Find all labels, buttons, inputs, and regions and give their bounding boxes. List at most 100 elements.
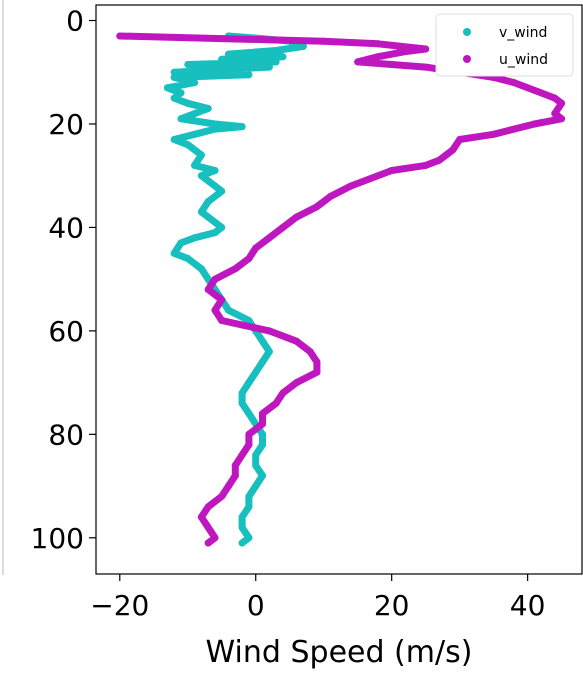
- data-point-v_wind-43: [197, 265, 205, 273]
- data-point-u_wind-57: [197, 513, 205, 521]
- data-point-u_wind-14: [551, 94, 559, 102]
- data-point-v_wind-68: [238, 523, 246, 531]
- data-point-v_wind-29: [191, 161, 199, 169]
- legend-label-v_wind: v_wind: [499, 25, 547, 41]
- data-point-v_wind-21: [177, 115, 185, 123]
- data-point-u_wind-6: [374, 53, 382, 61]
- data-point-v_wind-50: [259, 337, 266, 345]
- y-tick-label: 60: [48, 315, 84, 348]
- data-point-u_wind-24: [388, 167, 396, 174]
- data-point-v_wind-55: [238, 389, 246, 397]
- data-point-u_wind-59: [211, 534, 219, 542]
- data-point-v_wind-35: [197, 208, 205, 216]
- data-point-u_wind-23: [422, 161, 430, 169]
- data-point-v_wind-54: [245, 379, 253, 387]
- data-point-u_wind-2: [320, 37, 328, 45]
- data-point-u_wind-8: [388, 61, 396, 68]
- data-point-u_wind-47: [259, 410, 266, 418]
- data-point-u_wind-42: [313, 358, 321, 366]
- data-point-v_wind-3: [299, 42, 307, 50]
- data-point-u_wind-33: [231, 265, 239, 273]
- data-point-u_wind-21: [449, 146, 457, 154]
- data-point-u_wind-37: [211, 306, 219, 314]
- data-point-v_wind-32: [211, 182, 219, 190]
- data-point-v_wind-38: [211, 229, 219, 237]
- data-series-layer: [116, 32, 566, 547]
- y-tick-label: 20: [48, 108, 84, 141]
- data-point-u_wind-54: [225, 482, 232, 490]
- data-point-u_wind-43: [313, 368, 321, 376]
- data-point-u_wind-45: [279, 389, 287, 397]
- data-point-u_wind-56: [204, 503, 212, 511]
- data-point-u_wind-5: [401, 48, 409, 56]
- data-point-u_wind-1: [218, 35, 226, 43]
- data-point-v_wind-48: [245, 317, 253, 324]
- data-point-v_wind-22: [211, 120, 219, 128]
- legend-marker-v_wind: [463, 28, 471, 36]
- x-axis-label: Wind Speed (m/s): [206, 635, 473, 670]
- data-point-v_wind-16: [177, 89, 185, 97]
- data-point-v_wind-24: [211, 125, 219, 133]
- data-point-v_wind-53: [252, 368, 260, 376]
- data-point-v_wind-67: [238, 513, 246, 521]
- data-point-v_wind-69: [245, 534, 253, 542]
- data-point-v_wind-30: [211, 167, 219, 174]
- data-point-v_wind-27: [184, 141, 192, 149]
- y-tick-label: 80: [48, 418, 84, 451]
- data-point-u_wind-29: [279, 223, 287, 231]
- data-point-u_wind-25: [347, 182, 355, 190]
- data-point-v_wind-47: [225, 306, 232, 314]
- legend-label-u_wind: u_wind: [499, 52, 548, 68]
- data-point-v_wind-56: [238, 399, 246, 407]
- data-point-u_wind-58: [204, 523, 212, 531]
- data-point-u_wind-3: [374, 40, 382, 48]
- data-point-u_wind-36: [218, 296, 226, 304]
- data-point-u_wind-60: [204, 539, 212, 547]
- data-point-u_wind-12: [510, 79, 518, 87]
- data-point-u_wind-32: [245, 255, 253, 262]
- data-point-u_wind-44: [293, 379, 300, 387]
- x-tick-label: 20: [374, 589, 410, 622]
- data-point-v_wind-17: [170, 94, 178, 102]
- data-point-v_wind-59: [259, 430, 266, 438]
- data-point-u_wind-15: [558, 99, 566, 107]
- data-point-v_wind-18: [184, 99, 192, 107]
- data-point-u_wind-27: [313, 203, 321, 211]
- data-point-v_wind-66: [245, 503, 253, 511]
- data-point-v_wind-20: [191, 110, 199, 118]
- axis-layer: −20 0 20 40 0 20 40 60 80 100: [31, 5, 546, 622]
- data-point-v_wind-64: [252, 482, 260, 490]
- data-point-u_wind-41: [306, 348, 314, 356]
- legend: v_wind u_wind: [435, 13, 574, 77]
- data-point-v_wind-25: [191, 130, 199, 138]
- data-point-u_wind-39: [265, 327, 273, 335]
- data-point-v_wind-41: [170, 249, 178, 257]
- data-point-v_wind-26: [170, 136, 178, 143]
- data-point-u_wind-38: [218, 317, 226, 324]
- data-point-u_wind-28: [293, 213, 300, 221]
- data-point-v_wind-7: [218, 55, 226, 63]
- y-tick-label: 0: [66, 5, 84, 38]
- data-point-u_wind-17: [558, 115, 566, 123]
- data-point-u_wind-0: [116, 32, 124, 40]
- series-trace-u_wind: [116, 32, 566, 547]
- data-point-u_wind-13: [537, 89, 545, 97]
- data-point-v_wind-40: [177, 239, 185, 247]
- data-point-v_wind-4: [272, 47, 280, 54]
- data-point-v_wind-52: [259, 358, 266, 366]
- data-point-v_wind-28: [197, 151, 205, 159]
- data-point-v_wind-6: [279, 53, 287, 61]
- data-point-u_wind-9: [422, 63, 430, 71]
- data-point-v_wind-23: [238, 123, 246, 131]
- data-point-u_wind-51: [238, 451, 246, 459]
- data-point-u_wind-4: [422, 45, 430, 53]
- data-point-v_wind-33: [218, 187, 226, 195]
- data-point-v_wind-62: [252, 461, 260, 469]
- x-tick-label: 40: [510, 589, 546, 622]
- y-tick-label: 40: [48, 211, 84, 244]
- data-point-v_wind-5: [225, 50, 232, 58]
- data-point-u_wind-49: [245, 430, 253, 438]
- data-point-u_wind-31: [252, 244, 260, 252]
- data-point-u_wind-48: [259, 420, 266, 428]
